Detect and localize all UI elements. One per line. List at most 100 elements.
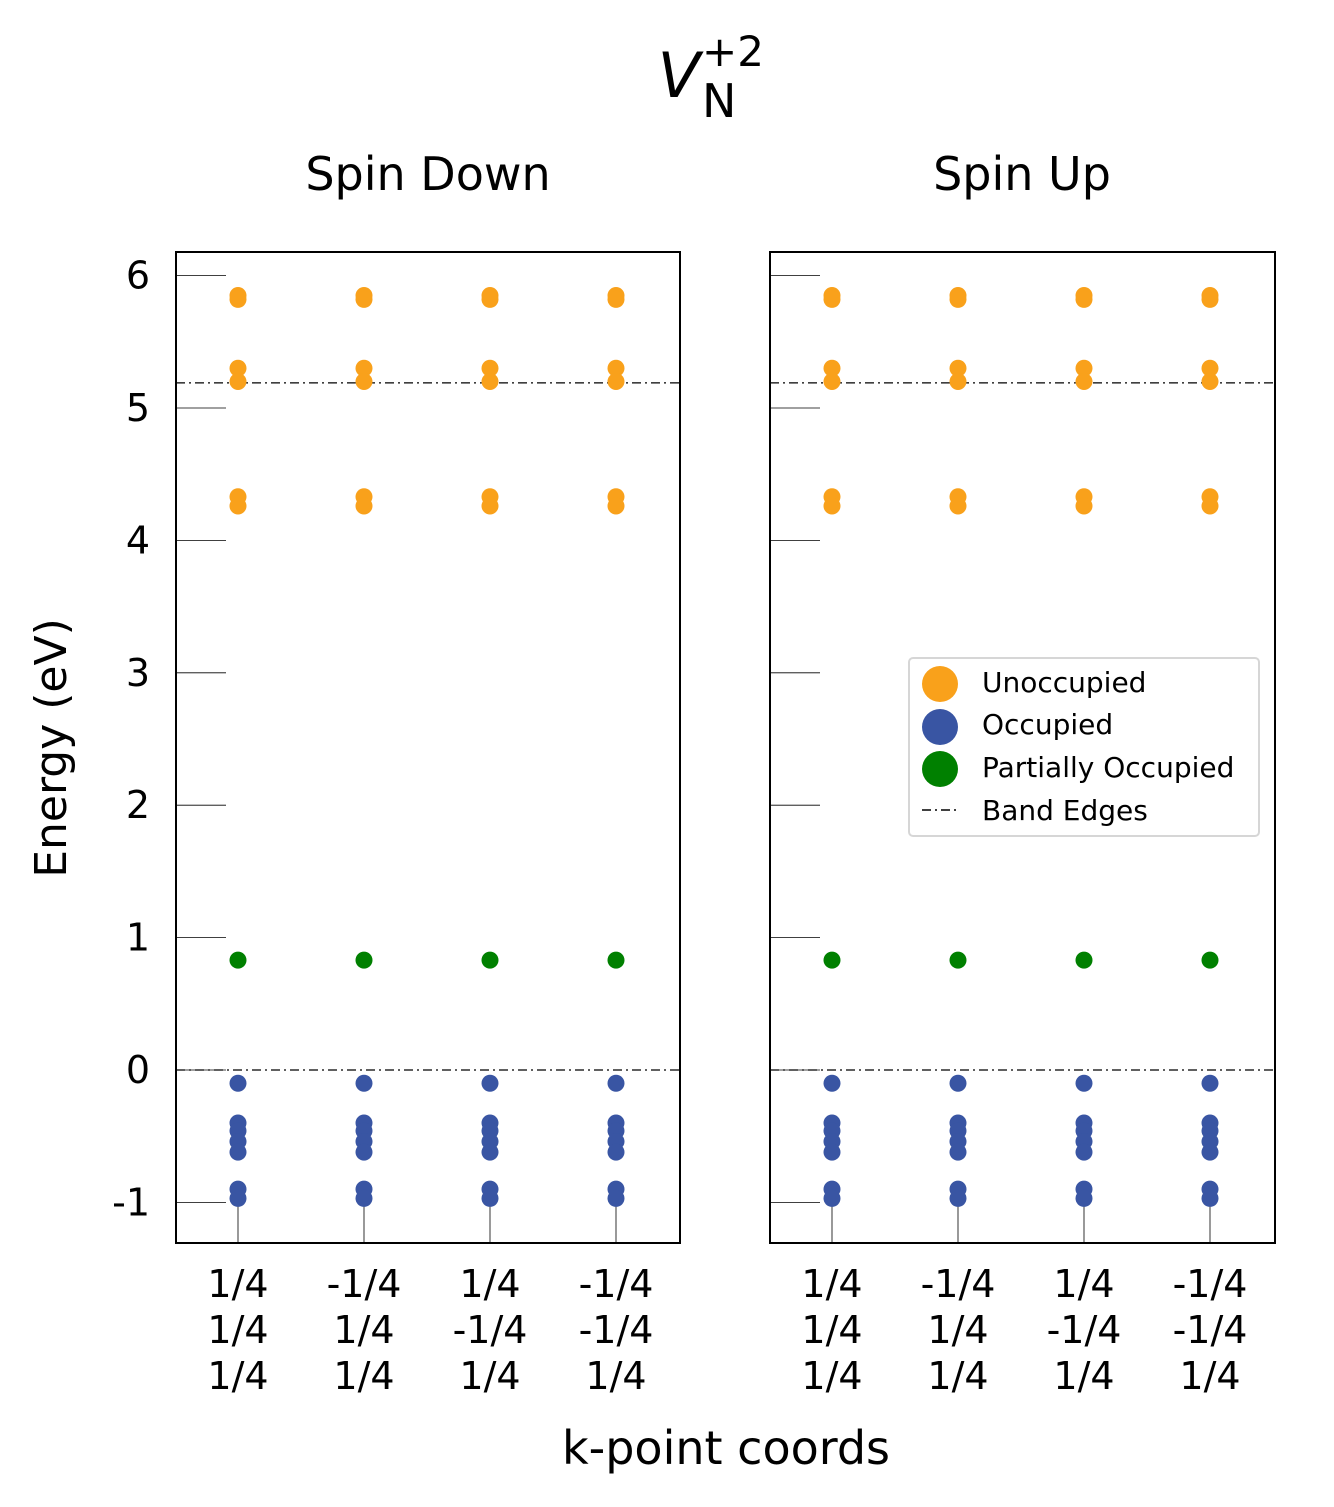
x-tick-label: 1/4 bbox=[585, 1354, 646, 1398]
y-tick-label: -1 bbox=[112, 1180, 150, 1224]
unoccupied-point bbox=[949, 290, 967, 308]
occupied-point bbox=[823, 1074, 841, 1092]
y-tick-label: 1 bbox=[126, 916, 150, 960]
occupied-point bbox=[1201, 1189, 1219, 1207]
x-tick-label: 1/4 bbox=[207, 1262, 268, 1306]
x-tick-label: 1/4 bbox=[801, 1262, 862, 1306]
partially-occupied-point bbox=[1075, 951, 1093, 969]
unoccupied-point bbox=[229, 373, 247, 391]
unoccupied-point bbox=[823, 359, 841, 377]
unoccupied-point bbox=[229, 290, 247, 308]
unoccupied-point bbox=[481, 290, 499, 308]
y-tick-label: 0 bbox=[126, 1048, 150, 1092]
occupied-point bbox=[229, 1189, 247, 1207]
occupied-point bbox=[481, 1189, 499, 1207]
x-tick-label: -1/4 bbox=[453, 1308, 528, 1352]
occupied-point bbox=[823, 1189, 841, 1207]
x-tick-label: 1/4 bbox=[1179, 1354, 1240, 1398]
y-tick-label: 2 bbox=[126, 783, 150, 827]
occupied-point bbox=[229, 1074, 247, 1092]
unoccupied-point bbox=[355, 373, 373, 391]
occupied-point bbox=[1201, 1074, 1219, 1092]
occupied-point bbox=[823, 1143, 841, 1161]
partially-occupied-point bbox=[229, 951, 247, 969]
unoccupied-point bbox=[1075, 290, 1093, 308]
unoccupied-point bbox=[949, 497, 967, 515]
x-tick-label: 1/4 bbox=[927, 1308, 988, 1352]
x-tick-label: 1/4 bbox=[801, 1354, 862, 1398]
occupied-point bbox=[355, 1143, 373, 1161]
unoccupied-point bbox=[823, 373, 841, 391]
occupied-point bbox=[355, 1189, 373, 1207]
unoccupied-point bbox=[607, 290, 625, 308]
legend-label-band-edges: Band Edges bbox=[982, 794, 1148, 827]
legend-label-partially-occupied: Partially Occupied bbox=[982, 751, 1234, 784]
unoccupied-point bbox=[355, 359, 373, 377]
unoccupied-point bbox=[1075, 359, 1093, 377]
x-tick-label: 1/4 bbox=[333, 1308, 394, 1352]
chart-title: V +2 N bbox=[658, 27, 764, 128]
unoccupied-point bbox=[355, 497, 373, 515]
legend-marker-partially-occupied bbox=[922, 751, 958, 787]
plot-frame bbox=[175, 251, 681, 1244]
chart-title-superscript: +2 bbox=[702, 27, 764, 76]
y-tick-label: 5 bbox=[126, 386, 150, 430]
x-tick-label: 1/4 bbox=[333, 1354, 394, 1398]
unoccupied-point bbox=[1201, 290, 1219, 308]
occupied-point bbox=[1075, 1143, 1093, 1161]
legend: Unoccupied Occupied Partially Occupied B… bbox=[908, 657, 1260, 837]
unoccupied-point bbox=[949, 373, 967, 391]
x-tick-label: 1/4 bbox=[801, 1308, 862, 1352]
x-tick-label: 1/4 bbox=[459, 1262, 520, 1306]
occupied-point bbox=[949, 1143, 967, 1161]
x-tick-label: 1/4 bbox=[207, 1308, 268, 1352]
y-axis-label: Energy (eV) bbox=[26, 618, 77, 878]
plot-frame bbox=[769, 251, 1276, 1244]
x-tick-label: -1/4 bbox=[1173, 1262, 1248, 1306]
x-tick-label: -1/4 bbox=[327, 1262, 402, 1306]
x-tick-label: 1/4 bbox=[459, 1354, 520, 1398]
partially-occupied-point bbox=[1201, 951, 1219, 969]
occupied-point bbox=[607, 1143, 625, 1161]
x-tick-label: -1/4 bbox=[921, 1262, 996, 1306]
occupied-point bbox=[481, 1143, 499, 1161]
x-tick-label: -1/4 bbox=[1173, 1308, 1248, 1352]
unoccupied-point bbox=[1075, 497, 1093, 515]
partially-occupied-point bbox=[823, 951, 841, 969]
occupied-point bbox=[1075, 1074, 1093, 1092]
y-tick-label: 6 bbox=[126, 254, 150, 298]
unoccupied-point bbox=[1201, 373, 1219, 391]
unoccupied-point bbox=[229, 359, 247, 377]
unoccupied-point bbox=[229, 497, 247, 515]
x-tick-label: 1/4 bbox=[207, 1354, 268, 1398]
occupied-point bbox=[949, 1189, 967, 1207]
partially-occupied-point bbox=[949, 951, 967, 969]
occupied-point bbox=[1075, 1189, 1093, 1207]
x-tick-label: 1/4 bbox=[1053, 1262, 1114, 1306]
y-tick-labels: -1 0 1 2 3 4 5 6 bbox=[112, 254, 150, 1225]
unoccupied-point bbox=[823, 497, 841, 515]
unoccupied-point bbox=[1201, 359, 1219, 377]
unoccupied-point bbox=[481, 497, 499, 515]
legend-marker-occupied bbox=[922, 709, 958, 745]
panel-title-spin-down: Spin Down bbox=[305, 147, 550, 201]
unoccupied-point bbox=[607, 497, 625, 515]
legend-label-unoccupied: Unoccupied bbox=[982, 666, 1146, 699]
panel-spin-up: 1/41/41/4-1/41/41/41/4-1/41/4-1/4-1/41/4 bbox=[769, 251, 1276, 1398]
x-axis-label: k-point coords bbox=[562, 1421, 890, 1475]
occupied-point bbox=[481, 1074, 499, 1092]
occupied-point bbox=[355, 1074, 373, 1092]
occupied-point bbox=[607, 1189, 625, 1207]
panel-spin-down: 1/41/41/4-1/41/41/41/4-1/41/4-1/4-1/41/4 bbox=[175, 251, 681, 1398]
legend-marker-unoccupied bbox=[922, 666, 958, 702]
unoccupied-point bbox=[949, 359, 967, 377]
unoccupied-point bbox=[1201, 497, 1219, 515]
unoccupied-point bbox=[355, 290, 373, 308]
legend-frame bbox=[908, 657, 1260, 837]
x-tick-label: -1/4 bbox=[579, 1308, 654, 1352]
legend-label-occupied: Occupied bbox=[982, 708, 1113, 741]
y-tick-label: 4 bbox=[126, 518, 150, 562]
partially-occupied-point bbox=[481, 951, 499, 969]
x-tick-label: -1/4 bbox=[1047, 1308, 1122, 1352]
